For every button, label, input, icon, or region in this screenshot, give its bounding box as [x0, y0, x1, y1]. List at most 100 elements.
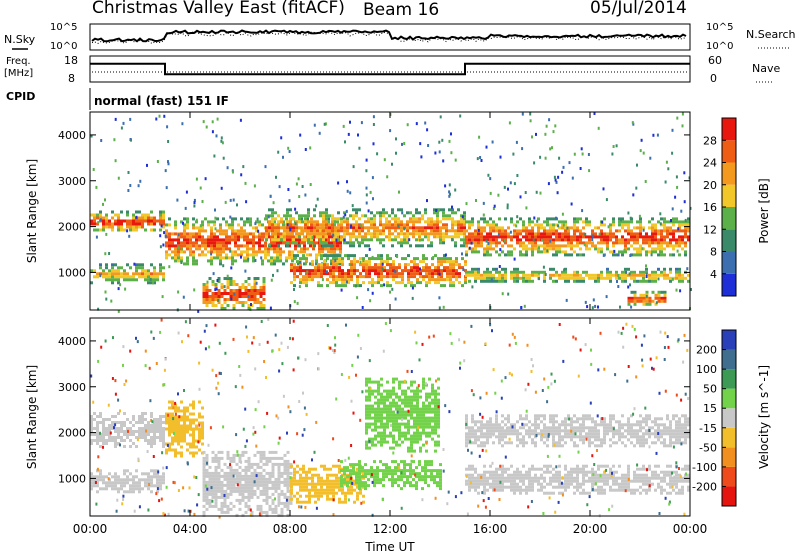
- heat-cell: [162, 272, 165, 276]
- heat-cell: [588, 247, 591, 251]
- heat-cell: [219, 229, 222, 233]
- heat-cell: [525, 226, 528, 230]
- heat-cell: [654, 235, 657, 239]
- heat-cell: [426, 128, 429, 132]
- heat-cell: [352, 223, 355, 227]
- heat-cell: [111, 487, 114, 491]
- heat-cell: [663, 293, 667, 297]
- heat-cell: [323, 260, 326, 264]
- heat-cell: [603, 241, 606, 245]
- heat-cell: [449, 284, 452, 288]
- heat-cell: [389, 419, 392, 423]
- heat-cell: [250, 292, 254, 295]
- heat-cell: [208, 465, 212, 469]
- heat-cell: [436, 481, 439, 485]
- heat-cell: [386, 257, 389, 261]
- heat-cell: [201, 220, 204, 224]
- heat-cell: [410, 275, 413, 279]
- freq-line: [90, 62, 690, 76]
- heat-cell: [416, 257, 419, 261]
- heat-cell: [404, 425, 407, 429]
- heat-cell: [333, 247, 336, 251]
- heat-cell: [93, 213, 96, 217]
- heat-cell: [195, 418, 198, 422]
- heat-cell: [320, 464, 323, 468]
- heat-cell: [400, 229, 403, 233]
- heat-cell: [398, 431, 401, 435]
- heat-cell: [287, 146, 290, 150]
- heat-cell: [289, 220, 292, 224]
- heat-cell: [389, 410, 392, 414]
- heat-cell: [498, 273, 501, 277]
- heat-cell: [336, 241, 339, 245]
- heat-cell: [672, 235, 675, 239]
- heat-cell: [415, 487, 418, 491]
- heat-cell: [398, 434, 401, 438]
- heat-cell: [93, 275, 96, 279]
- heat-cell: [314, 269, 317, 273]
- heat-cell: [138, 430, 141, 433]
- heat-cell: [437, 260, 440, 264]
- heat-cell: [168, 427, 171, 431]
- heat-cell: [362, 269, 365, 273]
- heat-cell: [471, 414, 474, 418]
- heat-cell: [427, 220, 430, 224]
- heat-cell: [277, 462, 281, 466]
- heat-cell: [428, 416, 431, 420]
- heat-cell: [564, 267, 567, 271]
- heat-cell: [254, 222, 257, 226]
- heat-cell: [211, 477, 215, 481]
- heat-cell: [114, 219, 117, 223]
- heat-cell: [624, 229, 627, 233]
- heat-cell: [546, 232, 549, 236]
- heat-cell: [314, 266, 317, 270]
- heat-cell: [486, 426, 489, 430]
- heat-cell: [394, 297, 397, 301]
- heat-cell: [401, 142, 403, 146]
- heat-cell: [192, 403, 195, 407]
- heat-cell: [392, 392, 395, 396]
- heat-cell: [377, 266, 380, 270]
- heat-cell: [111, 228, 114, 232]
- heat-cell: [642, 151, 645, 155]
- heat-cell: [102, 424, 105, 427]
- heat-cell: [265, 486, 269, 490]
- heat-cell: [383, 404, 386, 408]
- heat-cell: [271, 501, 275, 505]
- heat-cell: [364, 463, 367, 467]
- heat-cell: [219, 223, 222, 227]
- heat-cell: [250, 474, 254, 478]
- heat-cell: [549, 235, 552, 239]
- heat-cell: [311, 263, 314, 267]
- heat-cell: [232, 283, 236, 286]
- heat-cell: [216, 247, 219, 251]
- heat-cell: [409, 220, 412, 224]
- heat-cell: [293, 284, 296, 288]
- heat-cell: [205, 507, 209, 511]
- heat-cell: [186, 217, 189, 221]
- heat-cell: [442, 235, 445, 239]
- heat-cell: [280, 462, 284, 466]
- heat-cell: [684, 244, 687, 248]
- heat-cell: [422, 383, 425, 387]
- heat-cell: [250, 289, 254, 292]
- heat-cell: [304, 226, 307, 230]
- heat-cell: [262, 489, 266, 493]
- heat-cell: [687, 220, 690, 224]
- heat-cell: [247, 294, 250, 298]
- heat-cell: [415, 220, 418, 224]
- heat-cell: [624, 267, 627, 271]
- heat-cell: [364, 472, 367, 476]
- heat-cell: [600, 250, 603, 254]
- heat-cell: [309, 146, 312, 150]
- heat-cell: [364, 220, 367, 224]
- heat-cell: [229, 295, 233, 298]
- heat-cell: [522, 276, 525, 280]
- heat-cell: [648, 279, 651, 283]
- heat-cell: [663, 241, 666, 245]
- heat-cell: [681, 247, 684, 251]
- heat-cell: [144, 484, 147, 488]
- heat-cell: [230, 266, 233, 270]
- heat-cell: [579, 247, 582, 251]
- heat-cell: [468, 273, 471, 277]
